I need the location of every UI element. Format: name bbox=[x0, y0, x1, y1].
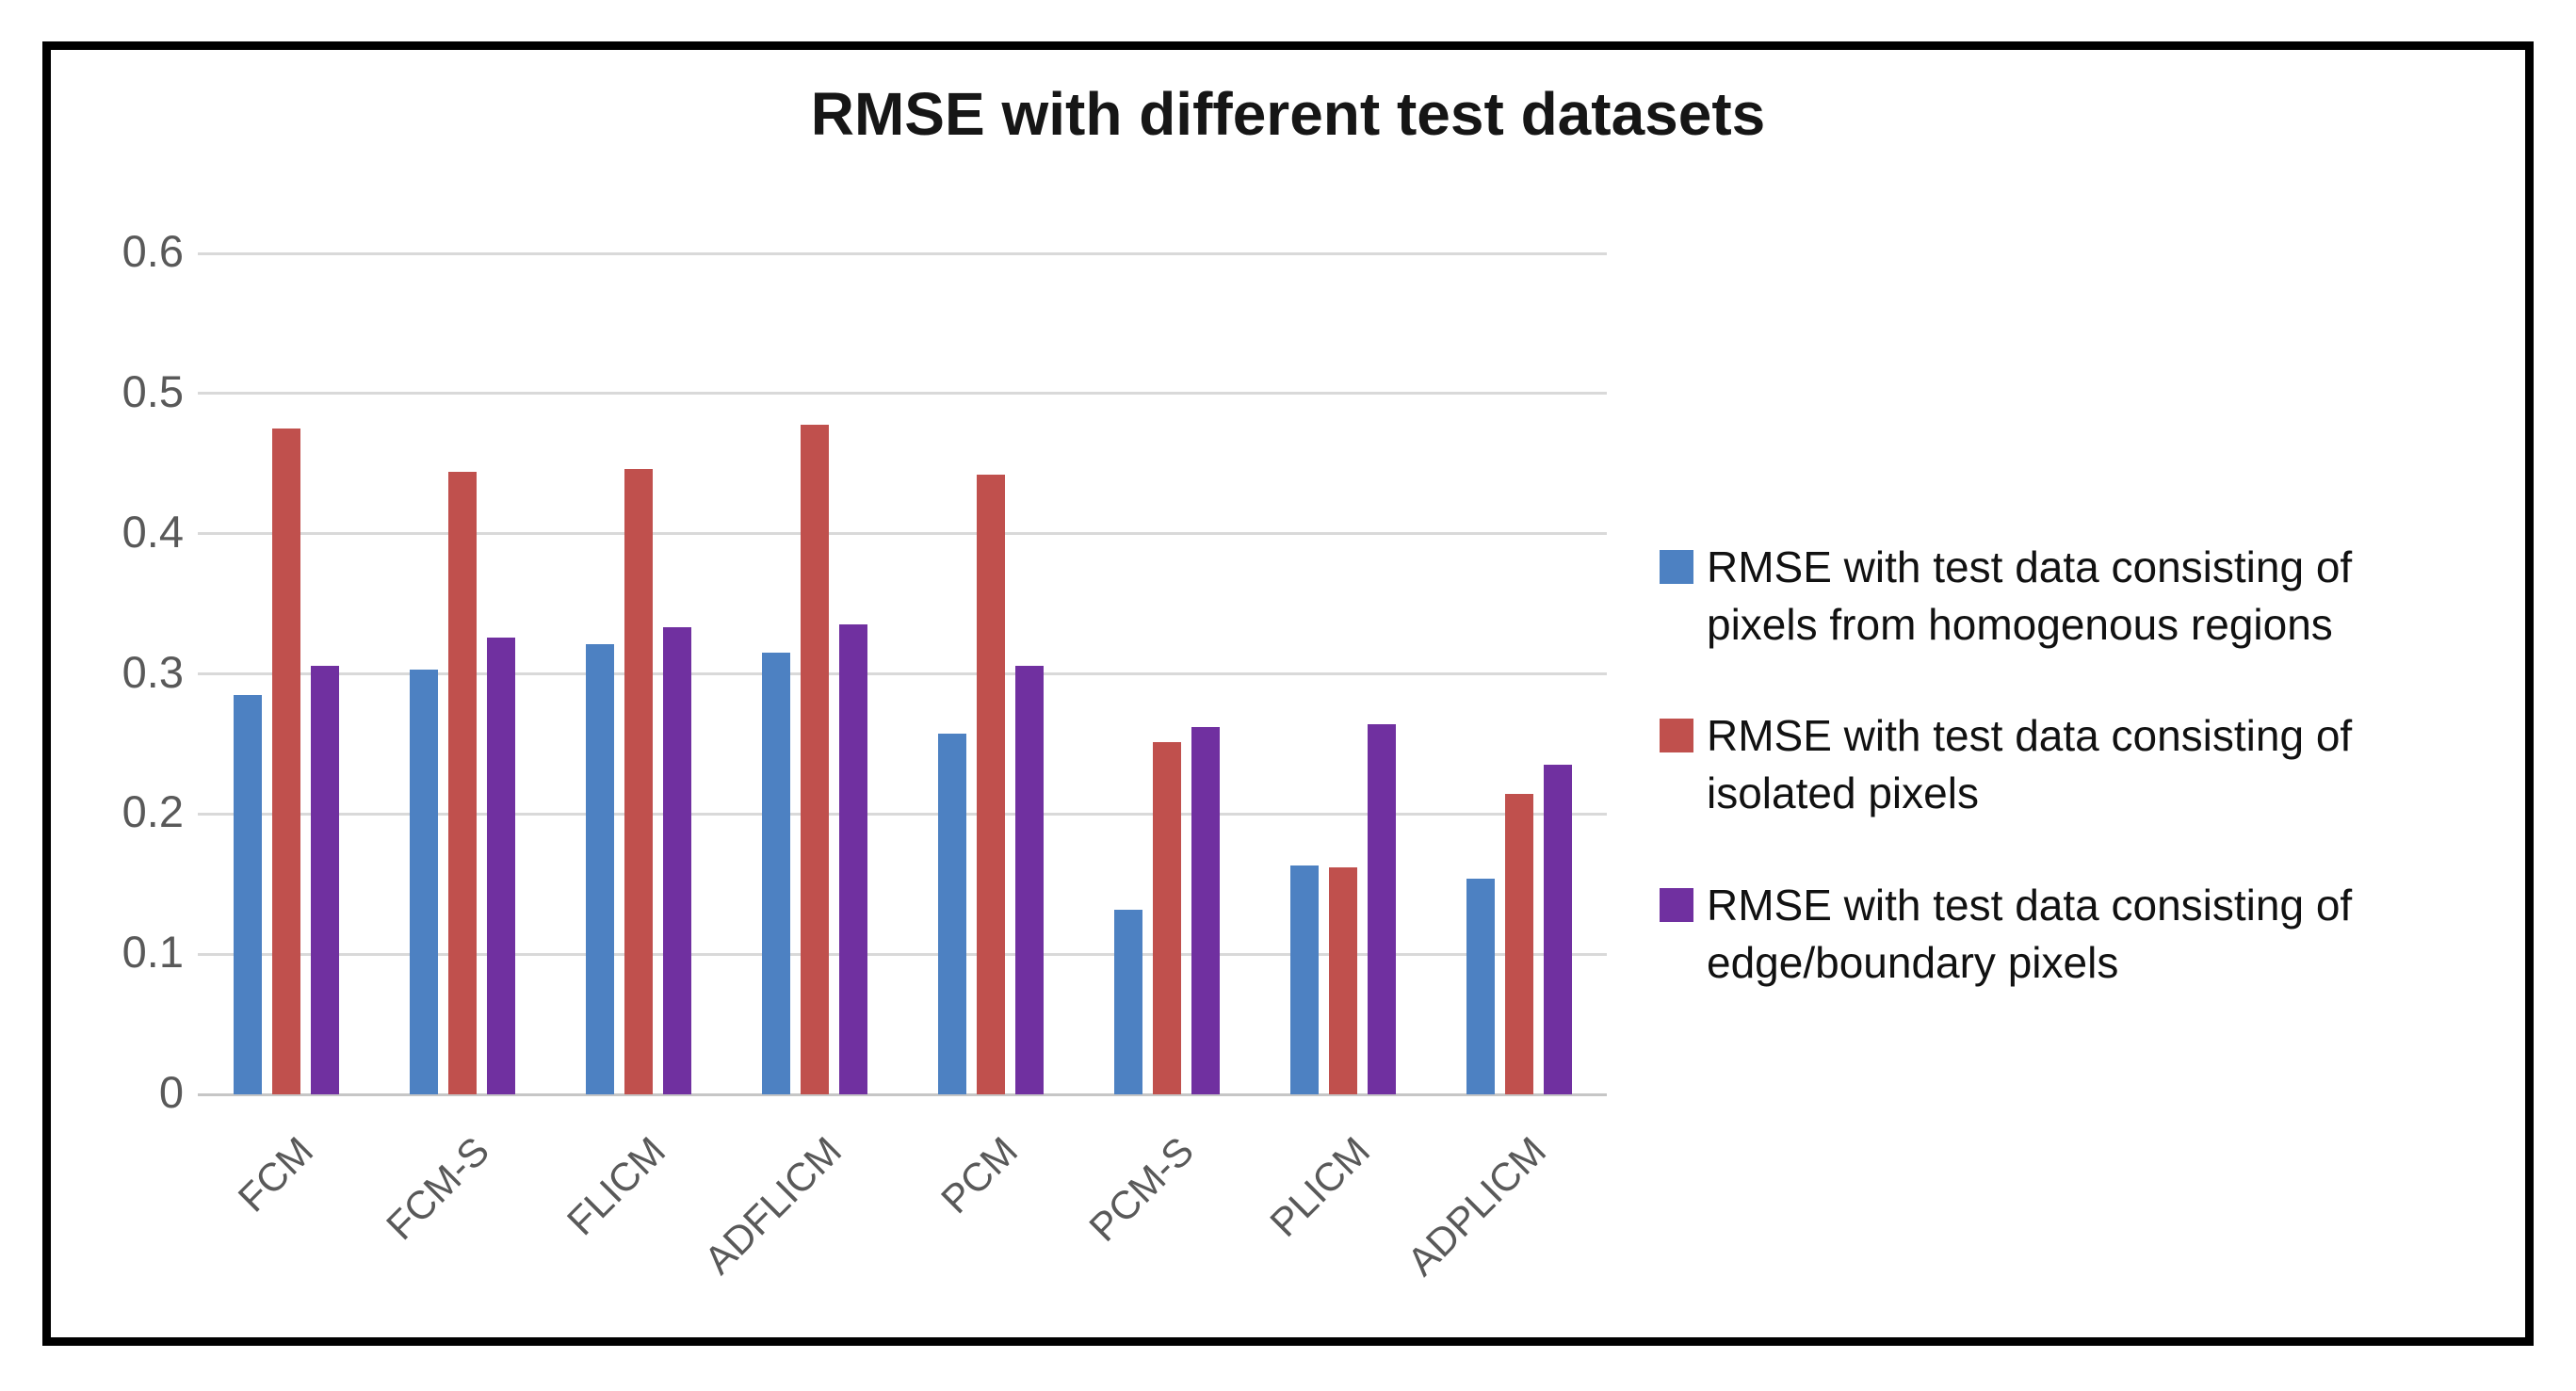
y-axis-tick-label: 0.2 bbox=[122, 786, 184, 837]
legend-item: RMSE with test data consisting of isolat… bbox=[1660, 707, 2535, 821]
bar-series1-fcm bbox=[233, 694, 262, 1094]
bar-series2-adflicm bbox=[800, 424, 829, 1094]
bar-series2-pcm-s bbox=[1152, 742, 1181, 1094]
bar-series2-pcm bbox=[976, 475, 1005, 1094]
y-axis-tick-label: 0.3 bbox=[122, 646, 184, 697]
gridline bbox=[198, 392, 1607, 396]
legend-label: RMSE with test data consisting of edge/b… bbox=[1707, 880, 2353, 987]
legend-item: RMSE with test data consisting of edge/b… bbox=[1660, 877, 2535, 991]
bar-series1-adflicm bbox=[761, 653, 790, 1094]
y-axis-tick-label: 0 bbox=[158, 1067, 184, 1117]
bar-series3-fcm bbox=[310, 665, 339, 1094]
gridline bbox=[198, 952, 1607, 956]
bar-series3-pcm bbox=[1014, 665, 1044, 1094]
legend-label: RMSE with test data consisting of isolat… bbox=[1707, 711, 2353, 818]
y-axis-tick-label: 0.4 bbox=[122, 506, 184, 557]
bar-series1-plicm bbox=[1289, 865, 1319, 1094]
bar-series1-flicm bbox=[585, 644, 614, 1094]
bar-series1-adplicm bbox=[1466, 878, 1495, 1094]
bar-series1-pcm bbox=[937, 734, 966, 1094]
gridline bbox=[198, 672, 1607, 675]
bar-series1-pcm-s bbox=[1113, 909, 1142, 1094]
bar-series1-fcm-s bbox=[409, 670, 438, 1094]
y-axis-tick-label: 0.6 bbox=[122, 226, 184, 276]
legend-swatch-icon bbox=[1660, 550, 1693, 584]
bar-series3-adplicm bbox=[1543, 765, 1572, 1094]
legend-item: RMSE with test data consisting of pixels… bbox=[1660, 539, 2535, 653]
gridline bbox=[198, 251, 1607, 255]
legend-swatch-icon bbox=[1660, 887, 1693, 922]
y-axis-tick-label: 0.1 bbox=[122, 927, 184, 978]
y-axis-tick-label: 0.5 bbox=[122, 365, 184, 416]
bar-series3-fcm-s bbox=[486, 637, 515, 1094]
bar-series3-flicm bbox=[662, 627, 691, 1094]
bar-series2-plicm bbox=[1328, 866, 1357, 1094]
legend: RMSE with test data consisting of pixels… bbox=[1660, 539, 2535, 991]
bar-series2-adplicm bbox=[1504, 794, 1533, 1094]
legend-label: RMSE with test data consisting of pixels… bbox=[1707, 542, 2353, 649]
gridline bbox=[198, 532, 1607, 536]
chart-title: RMSE with different test datasets bbox=[810, 80, 1766, 148]
gridline bbox=[198, 812, 1607, 816]
bar-series3-pcm-s bbox=[1191, 727, 1220, 1094]
bar-series3-plicm bbox=[1367, 724, 1396, 1094]
legend-swatch-icon bbox=[1660, 719, 1693, 753]
bar-series2-fcm bbox=[271, 429, 300, 1094]
bar-series2-flicm bbox=[624, 469, 653, 1094]
bar-series3-adflicm bbox=[838, 624, 867, 1094]
x-axis-line bbox=[198, 1092, 1607, 1096]
bar-series2-fcm-s bbox=[447, 472, 477, 1094]
